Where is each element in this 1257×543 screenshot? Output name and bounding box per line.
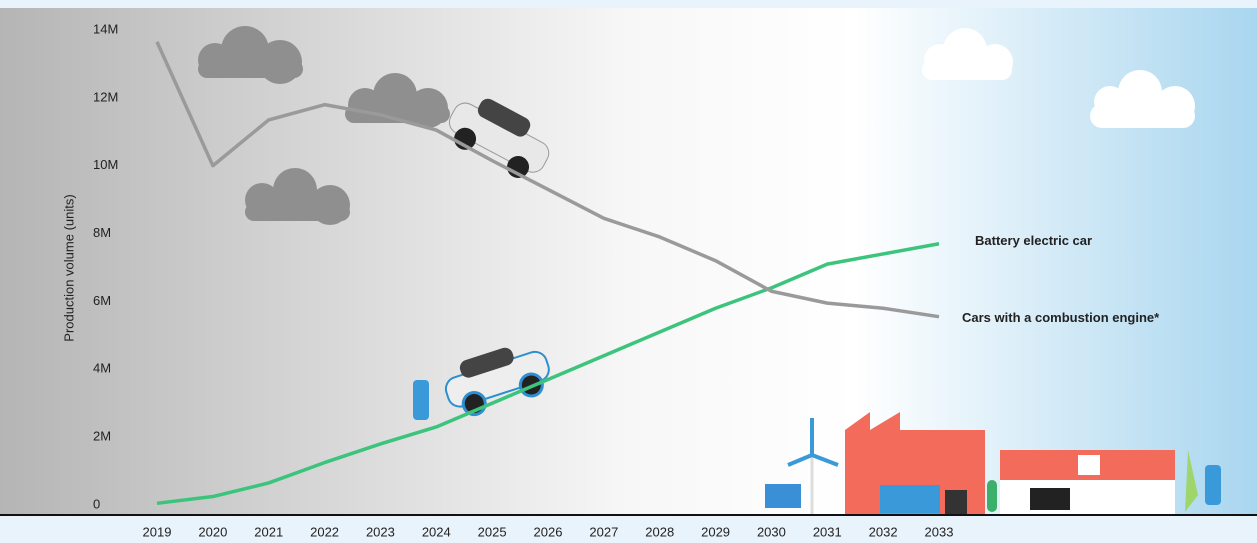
infrastructure-illustration (765, 412, 1221, 515)
x-tick-label: 2023 (366, 524, 395, 539)
x-tick-label: 2029 (701, 524, 730, 539)
y-axis-label: Production volume (units) (61, 194, 76, 341)
y-tick-label: 14M (93, 21, 118, 36)
x-tick-label: 2033 (925, 524, 954, 539)
y-tick-label: 4M (93, 361, 111, 376)
y-tick-label: 10M (93, 157, 118, 172)
plot-background (0, 8, 1257, 515)
x-tick-label: 2020 (198, 524, 227, 539)
x-tick-label: 2019 (143, 524, 172, 539)
legend-label: Cars with a combustion engine* (962, 310, 1160, 325)
y-tick-label: 8M (93, 225, 111, 240)
x-tick-label: 2031 (813, 524, 842, 539)
y-tick-label: 6M (93, 293, 111, 308)
x-tick-label: 2030 (757, 524, 786, 539)
x-tick-label: 2027 (589, 524, 618, 539)
clouds (922, 28, 1195, 128)
x-tick-label: 2025 (478, 524, 507, 539)
charger-illustration (413, 380, 429, 420)
series-line (156, 242, 940, 506)
x-tick-label: 2032 (869, 524, 898, 539)
x-tick-label: 2026 (534, 524, 563, 539)
legend-label: Battery electric car (975, 233, 1092, 248)
y-tick-label: 2M (93, 429, 111, 444)
y-tick-label: 12M (93, 89, 118, 104)
x-tick-label: 2028 (645, 524, 674, 539)
x-tick-label: 2021 (254, 524, 283, 539)
series-line (155, 41, 940, 319)
y-tick-label: 0 (93, 496, 100, 511)
x-tick-label: 2022 (310, 524, 339, 539)
x-tick-label: 2024 (422, 524, 451, 539)
